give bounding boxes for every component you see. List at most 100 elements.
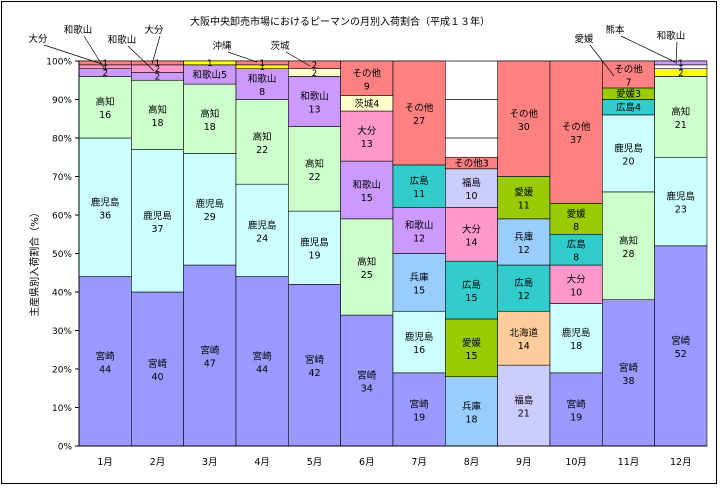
- segment-name-label: 鹿児島: [91, 196, 120, 208]
- segment-name-label: 大分: [567, 273, 587, 285]
- segment-value-label: 18: [151, 118, 163, 129]
- segment-name-label: 和歌山: [248, 73, 277, 85]
- callout-label: 大分: [28, 33, 48, 45]
- segment-value-label: 1: [259, 63, 264, 73]
- segment-value-label: 2: [155, 65, 160, 75]
- bar-segment: [445, 207, 498, 262]
- segment-inline-label: その他3: [454, 158, 489, 170]
- bar-4: 宮崎 44 鹿児島 24 高知 22 和歌山 8 11: [235, 59, 289, 447]
- segment-name-label: その他: [614, 63, 643, 75]
- callout-label: 和歌山: [657, 30, 686, 42]
- x-tick-label: 10月: [565, 457, 587, 468]
- segment-name-label: 鹿児島: [300, 237, 329, 249]
- segment-value-label: 15: [413, 285, 425, 296]
- callout-leader: [127, 45, 155, 72]
- segment-value-label: 18: [465, 414, 477, 425]
- segment-name-label: 宮崎: [410, 398, 430, 410]
- segment-name-label: 高知: [305, 158, 324, 170]
- bar-segment: [235, 99, 289, 185]
- bar-segment: [549, 303, 603, 374]
- callout-label: 和歌山: [108, 34, 137, 46]
- segment-value-label: 11: [413, 189, 425, 200]
- bar-segment: [392, 60, 446, 166]
- segment-name-label: 宮崎: [200, 345, 220, 357]
- callout-leader: [83, 35, 105, 69]
- bar-segment: [340, 60, 394, 96]
- segment-value-label: 7: [625, 77, 631, 88]
- bar-segment: [549, 264, 603, 304]
- segment-name-label: 高知: [671, 106, 690, 118]
- segment-value-label: 27: [413, 116, 425, 127]
- segment-value-label: 44: [99, 364, 111, 375]
- segment-value-label: 2: [155, 73, 160, 83]
- bar-5: 宮崎 42 鹿児島 19 高知 22 和歌山 13 22: [288, 60, 341, 447]
- callout-label: 大分: [144, 24, 164, 36]
- bar-segment: [601, 191, 655, 300]
- segment-value-label: 12: [518, 245, 530, 256]
- callout-leader: [589, 44, 615, 77]
- segment-value-label: 8: [573, 253, 579, 264]
- segment-inline-label: 茨城4: [354, 98, 379, 110]
- segment-value-label: 1: [678, 59, 683, 69]
- segment-value-label: 1: [678, 63, 683, 73]
- segment-value-label: 10: [465, 191, 477, 202]
- callout-label: 熊本: [605, 24, 625, 36]
- segment-name-label: 高知: [96, 96, 115, 108]
- bar-10: 宮崎 19 鹿児島 18 大分 10 広島 8 愛媛 8 その他 37: [549, 60, 603, 447]
- segment-value-label: 28: [622, 249, 634, 260]
- bar-segment: [235, 276, 289, 447]
- segment-value-label: 16: [413, 345, 425, 356]
- segment-value-label: 25: [361, 270, 373, 281]
- segment-name-label: その他: [353, 67, 382, 79]
- callout-leader: [151, 35, 161, 65]
- y-tick-label: 50%: [52, 250, 72, 260]
- segment-name-label: 和歌山: [405, 219, 434, 231]
- x-tick-label: 6月: [359, 457, 375, 468]
- segment-value-label: 52: [675, 349, 687, 360]
- segment-name-label: 大分: [357, 125, 377, 137]
- bar-segment: [654, 245, 708, 447]
- segment-value-label: 20: [622, 156, 634, 167]
- bar-segment: [654, 60, 708, 66]
- segment-value-label: 22: [256, 145, 268, 156]
- bar-11: 宮崎 38 高知 28 鹿児島 20 広島4 愛媛3 その他 7: [601, 60, 655, 447]
- segment-name-label: 宮崎: [671, 335, 691, 347]
- segment-value-label: 9: [364, 81, 370, 92]
- segment-value-label: 42: [308, 368, 320, 379]
- segment-name-label: 宮崎: [148, 358, 168, 370]
- segment-name-label: 高知: [357, 256, 376, 268]
- segment-name-label: 宮崎: [619, 362, 639, 374]
- segment-name-label: 高知: [200, 108, 219, 120]
- segment-value-label: 1: [259, 59, 264, 69]
- segment-name-label: 福島: [514, 395, 533, 407]
- bar-9: 福島 21 北海道 14 広島 12 兵庫 12 愛媛 11 その他 30: [497, 60, 551, 447]
- segment-value-label: 22: [308, 172, 320, 183]
- segment-name-label: 鹿児島: [196, 198, 225, 210]
- x-tick-label: 9月: [516, 457, 532, 468]
- segment-name-label: 北海道: [510, 327, 539, 339]
- bar-segment: [131, 79, 184, 150]
- bar-segment: [445, 318, 498, 378]
- segment-name-label: 宮崎: [567, 398, 587, 410]
- bar-segment: [288, 210, 341, 285]
- x-tick-label: 3月: [202, 457, 218, 468]
- segment-value-label: 2: [312, 69, 317, 79]
- segment-value-label: 23: [675, 205, 687, 216]
- x-tick-label: 1月: [97, 457, 113, 468]
- segment-name-label: 高知: [253, 131, 272, 143]
- segment-value-label: 15: [465, 351, 477, 362]
- y-tick-label: 10%: [52, 404, 72, 414]
- callout-label: 愛媛: [574, 33, 594, 45]
- bar-segment: [497, 176, 551, 220]
- bar-segment: [392, 207, 446, 254]
- segment-name-label: 和歌山: [300, 90, 329, 102]
- segment-value-label: 1: [102, 59, 107, 69]
- segment-value-label: 15: [465, 293, 477, 304]
- bar-segment: [340, 160, 394, 220]
- segment-inline-label: 和歌山5: [193, 69, 228, 81]
- bar-segment: [497, 218, 551, 266]
